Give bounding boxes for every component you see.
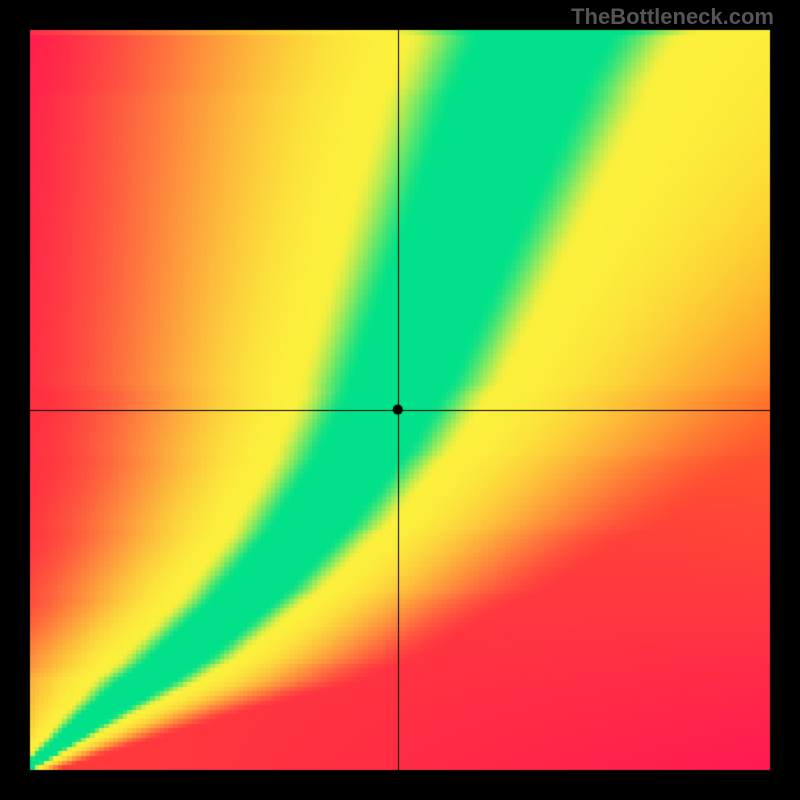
chart-container: TheBottleneck.com — [0, 0, 800, 800]
watermark-text: TheBottleneck.com — [571, 4, 774, 30]
heatmap-canvas — [0, 0, 800, 800]
